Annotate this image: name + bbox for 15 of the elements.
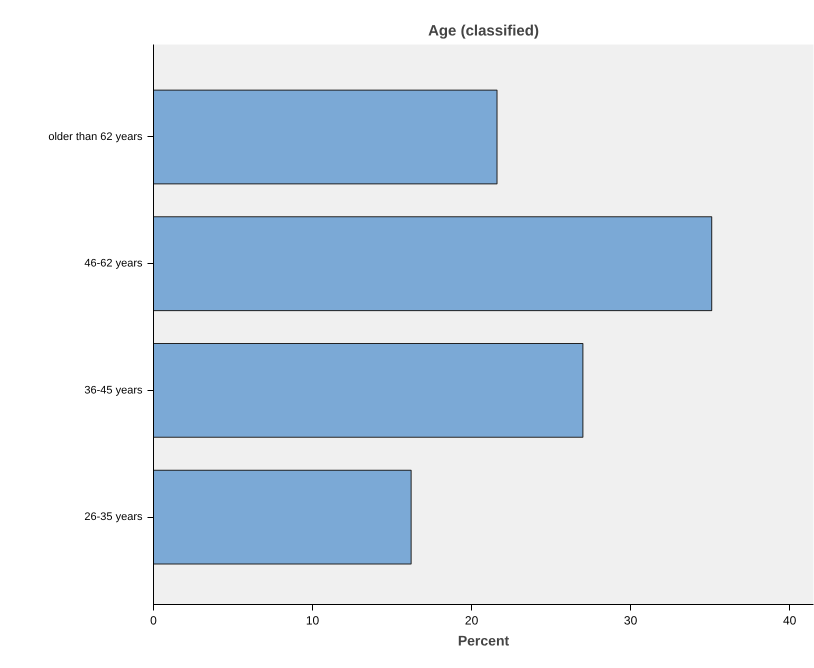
x-tick-label: 30 <box>624 614 638 628</box>
x-tick-label: 0 <box>150 614 158 628</box>
bar <box>154 90 498 184</box>
y-tick-label: 36-45 years <box>84 384 143 396</box>
y-tick-label: older than 62 years <box>48 130 143 143</box>
x-tick-label: 20 <box>464 614 479 628</box>
x-tick-label: 40 <box>782 614 797 628</box>
bar <box>154 343 584 438</box>
x-axis-title: Percent <box>458 632 510 648</box>
bar <box>154 470 412 564</box>
chart-title: Age (classified) <box>428 22 539 40</box>
x-tick-label: 10 <box>306 614 320 628</box>
bar <box>154 216 712 312</box>
y-tick-label: 46-62 years <box>84 258 143 270</box>
y-tick-label: 26-35 years <box>84 511 143 524</box>
